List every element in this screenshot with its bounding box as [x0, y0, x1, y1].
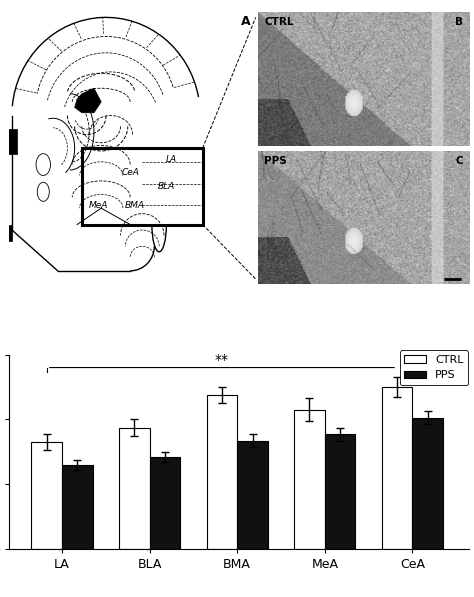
Bar	[325, 434, 356, 549]
Text: BMA: BMA	[125, 201, 145, 210]
Legend: CTRL, PPS: CTRL, PPS	[400, 350, 468, 385]
Bar	[82, 148, 202, 224]
Bar	[382, 387, 412, 549]
Text: CeA: CeA	[121, 168, 139, 177]
Bar	[294, 410, 325, 549]
Text: **: **	[215, 353, 229, 367]
Bar	[5, 129, 17, 153]
Text: BLA: BLA	[158, 182, 175, 191]
Bar	[31, 442, 62, 549]
Bar	[119, 427, 150, 549]
Text: LA: LA	[165, 155, 177, 164]
Bar	[412, 418, 443, 549]
Bar	[207, 395, 237, 549]
Text: C: C	[456, 156, 463, 166]
Text: B: B	[455, 17, 463, 27]
Bar	[237, 441, 268, 549]
Polygon shape	[74, 88, 101, 113]
Text: PPS: PPS	[264, 156, 287, 166]
Text: MeA: MeA	[89, 201, 109, 210]
Text: A: A	[241, 15, 251, 27]
Bar	[5, 224, 12, 241]
Bar	[150, 457, 180, 549]
Text: CTRL: CTRL	[264, 17, 293, 27]
Bar	[62, 465, 93, 549]
